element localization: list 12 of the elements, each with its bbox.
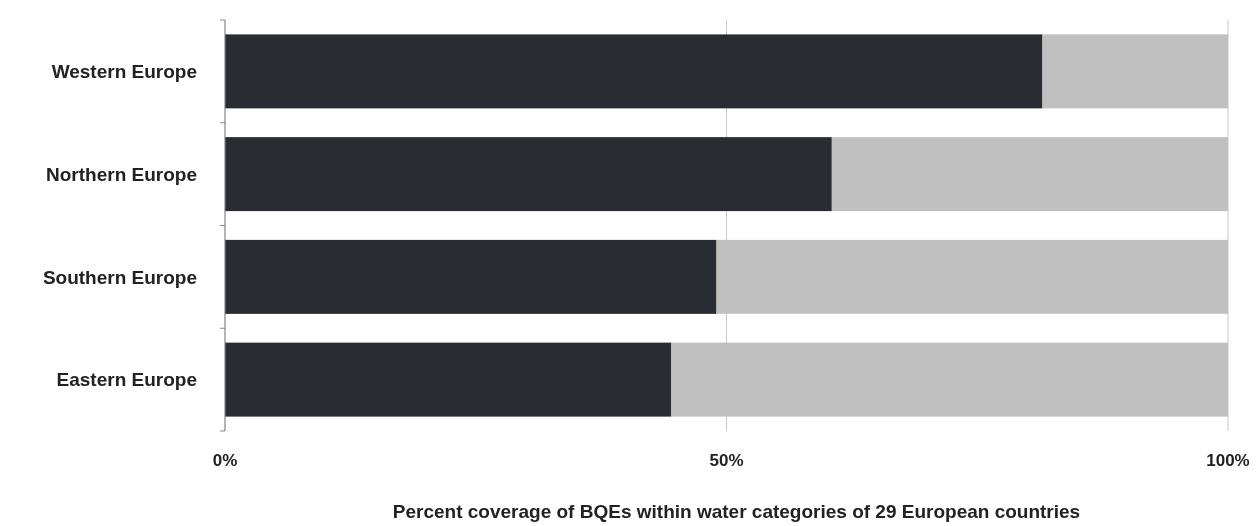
- x-tick-label: 0%: [212, 451, 238, 470]
- bar: [225, 342, 672, 417]
- y-tick-label: Western Europe: [51, 61, 197, 83]
- bar: [225, 239, 717, 314]
- x-tick-label: 100%: [1206, 451, 1250, 470]
- y-tick-label: Southern Europe: [42, 266, 197, 288]
- bar: [225, 137, 832, 212]
- y-tick-label: Eastern Europe: [56, 369, 197, 391]
- y-tick-label: Northern Europe: [46, 163, 197, 185]
- x-axis-title: Percent coverage of BQEs within water categories of 29 European countries: [392, 501, 1081, 522]
- x-tick-label: 50%: [709, 451, 744, 470]
- bar: [225, 34, 1043, 109]
